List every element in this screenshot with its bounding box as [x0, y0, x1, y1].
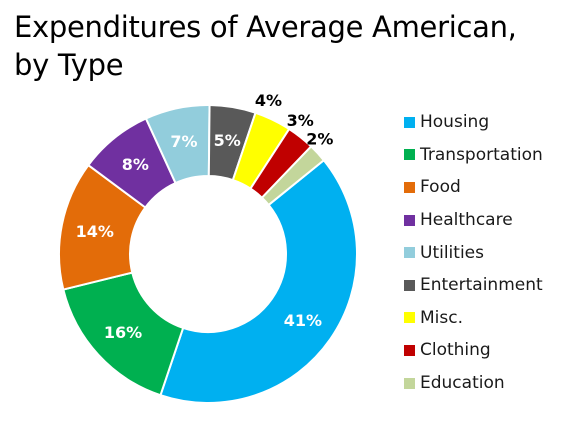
chart-title-line-1: Expenditures of Average American,: [14, 10, 517, 44]
legend-label-housing: Housing: [420, 112, 490, 133]
legend-item-clothing: Clothing: [404, 334, 543, 367]
legend-swatch-transportation: [404, 149, 415, 161]
legend-label-healthcare: Healthcare: [420, 210, 513, 231]
legend-label-misc: Misc.: [420, 307, 463, 328]
legend-label-clothing: Clothing: [420, 340, 491, 361]
legend-item-misc: Misc.: [404, 302, 543, 335]
legend-swatch-utilities: [404, 247, 415, 259]
legend-swatch-entertainment: [404, 279, 415, 291]
slice-education: [260, 145, 326, 207]
legend-item-entertainment: Entertainment: [404, 269, 543, 302]
legend-item-utilities: Utilities: [404, 236, 543, 269]
slice-label-transportation: 16%: [104, 323, 142, 342]
legend-label-transportation: Transportation: [420, 144, 543, 165]
slice-housing: [159, 158, 358, 404]
slice-label-food: 14%: [76, 222, 114, 241]
legend-label-utilities: Utilities: [420, 242, 484, 263]
legend-swatch-education: [404, 377, 415, 389]
slice-label-clothing: 3%: [287, 111, 314, 130]
legend-item-food: Food: [404, 171, 543, 204]
legend-label-food: Food: [420, 177, 461, 198]
legend-item-education: Education: [404, 367, 543, 400]
chart-title: Expenditures of Average American, by Typ…: [14, 8, 574, 84]
legend-swatch-food: [404, 181, 415, 193]
legend-swatch-misc: [404, 312, 415, 324]
legend-label-education: Education: [420, 373, 505, 394]
legend-swatch-healthcare: [404, 214, 415, 226]
slice-label-housing: 41%: [284, 311, 322, 330]
legend-item-housing: Housing: [404, 106, 543, 139]
legend-label-entertainment: Entertainment: [420, 275, 543, 296]
legend-item-healthcare: Healthcare: [404, 204, 543, 237]
legend-swatch-housing: [404, 116, 415, 128]
slice-label-education: 2%: [306, 129, 333, 148]
legend-item-transportation: Transportation: [404, 139, 543, 172]
slice-label-healthcare: 8%: [122, 155, 149, 174]
slice-label-utilities: 7%: [170, 132, 197, 151]
legend: Housing Transportation Food Healthcare Utili…: [404, 106, 543, 399]
slice-label-entertainment: 5%: [214, 131, 241, 150]
chart-title-line-2: by Type: [14, 48, 124, 82]
slice-label-misc: 4%: [255, 91, 282, 110]
legend-swatch-clothing: [404, 344, 415, 356]
